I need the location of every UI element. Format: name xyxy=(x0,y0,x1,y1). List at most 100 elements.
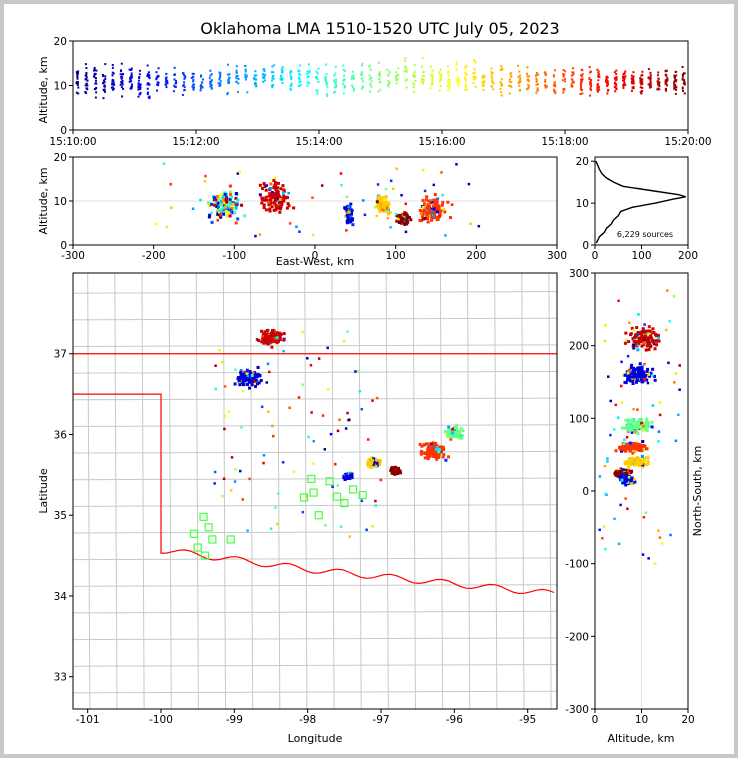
source-point xyxy=(500,94,503,97)
source-point xyxy=(148,77,151,80)
source-point xyxy=(316,72,319,75)
source-point xyxy=(446,84,449,87)
source-point xyxy=(324,79,327,82)
source-point xyxy=(657,77,660,80)
source-point xyxy=(639,378,643,382)
source-point xyxy=(228,214,232,218)
source-point xyxy=(673,84,676,87)
source-point xyxy=(613,77,616,80)
source-point xyxy=(346,211,350,215)
source-point xyxy=(439,209,443,213)
source-point xyxy=(526,75,529,78)
tick-label: 15:12:00 xyxy=(172,136,219,148)
source-point xyxy=(437,450,441,454)
source-point xyxy=(620,401,624,404)
source-point xyxy=(252,376,256,380)
source-point xyxy=(673,381,676,384)
source-point xyxy=(191,85,194,88)
source-point xyxy=(455,61,458,64)
source-point xyxy=(633,335,637,339)
source-point xyxy=(324,80,327,83)
source-point xyxy=(311,233,315,237)
source-point xyxy=(627,470,631,474)
source-point xyxy=(298,73,301,76)
source-point xyxy=(120,62,123,65)
source-point xyxy=(644,456,648,460)
source-point xyxy=(393,465,397,469)
source-point xyxy=(629,333,633,337)
source-point xyxy=(130,72,133,75)
source-point xyxy=(290,82,293,85)
source-point xyxy=(261,332,265,336)
source-point xyxy=(147,74,150,77)
source-point xyxy=(112,79,115,82)
source-point xyxy=(414,79,417,82)
source-point xyxy=(535,74,538,77)
source-point xyxy=(645,378,649,382)
source-point xyxy=(426,220,430,224)
source-point xyxy=(657,430,661,433)
source-point xyxy=(269,193,273,197)
source-point xyxy=(657,440,660,443)
county-line xyxy=(412,273,416,709)
source-point xyxy=(630,89,633,92)
source-point xyxy=(441,200,445,204)
source-point xyxy=(579,82,582,85)
source-point xyxy=(282,199,286,203)
source-point xyxy=(404,202,408,206)
source-point xyxy=(218,76,221,79)
source-point xyxy=(209,69,212,72)
source-point xyxy=(500,91,503,94)
source-point xyxy=(469,222,472,226)
source-point xyxy=(461,429,465,433)
source-point xyxy=(351,70,354,73)
source-point xyxy=(622,474,625,478)
source-point xyxy=(652,374,656,378)
source-point xyxy=(386,210,390,214)
source-point xyxy=(429,201,433,205)
source-point xyxy=(139,83,142,86)
source-point xyxy=(388,71,391,74)
source-point xyxy=(323,448,327,451)
source-point xyxy=(264,74,267,77)
source-point xyxy=(664,88,667,91)
source-point xyxy=(164,83,167,86)
source-point xyxy=(139,87,142,90)
source-point xyxy=(631,444,635,448)
source-point xyxy=(375,200,379,204)
source-point xyxy=(382,195,386,199)
source-point xyxy=(325,73,328,76)
source-point xyxy=(637,463,641,467)
tick-label: 35 xyxy=(54,510,67,522)
source-point xyxy=(544,84,547,87)
source-point xyxy=(375,214,378,218)
source-point xyxy=(216,212,220,216)
source-point xyxy=(272,84,275,87)
source-point xyxy=(481,75,484,78)
source-point xyxy=(535,77,538,80)
red-river-border xyxy=(160,549,555,595)
source-point xyxy=(361,72,364,75)
source-point xyxy=(625,424,629,428)
source-point xyxy=(111,83,114,86)
source-point xyxy=(245,74,248,77)
source-point xyxy=(274,185,278,189)
source-point xyxy=(262,182,266,186)
source-point xyxy=(317,80,320,83)
source-point xyxy=(421,78,424,81)
source-point xyxy=(492,82,495,85)
source-point xyxy=(121,80,124,83)
source-point xyxy=(370,76,373,79)
source-point xyxy=(307,435,310,439)
county-line xyxy=(249,273,254,709)
source-point xyxy=(334,90,337,93)
source-point xyxy=(387,85,390,88)
source-point xyxy=(138,83,141,86)
source-point xyxy=(252,77,255,80)
source-point xyxy=(360,87,363,90)
source-point xyxy=(580,81,583,84)
source-point xyxy=(346,476,350,480)
source-point xyxy=(272,71,275,74)
source-point xyxy=(431,82,434,85)
